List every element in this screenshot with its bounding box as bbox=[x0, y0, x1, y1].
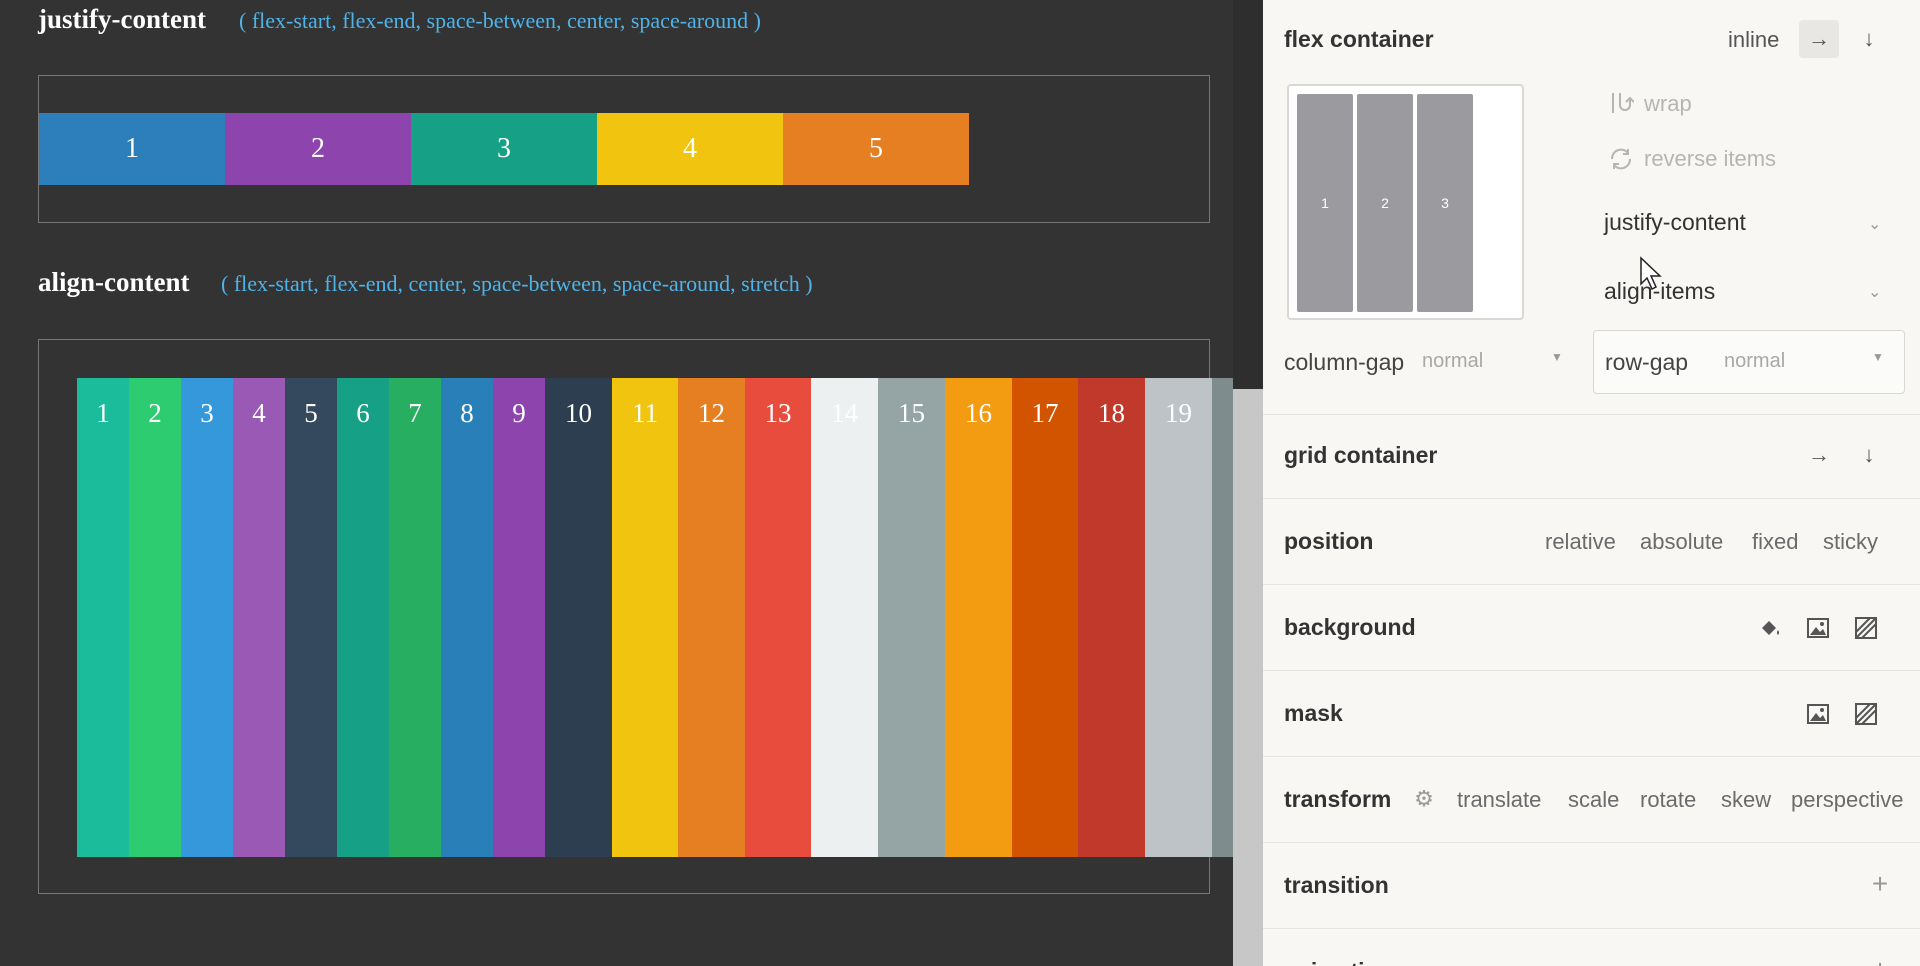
align-item: 8 bbox=[441, 378, 493, 857]
gradient-icon[interactable] bbox=[1850, 612, 1882, 644]
align-item: 11 bbox=[612, 378, 678, 857]
align-items-dropdown[interactable]: align-items bbox=[1604, 278, 1716, 304]
align-item: 2 bbox=[1212, 378, 1233, 857]
image-icon[interactable] bbox=[1802, 698, 1834, 730]
scrollbar-track bbox=[1233, 0, 1263, 389]
inline-toggle[interactable]: inline bbox=[1728, 27, 1780, 52]
background-title: background bbox=[1284, 614, 1416, 640]
background-section: background bbox=[1263, 584, 1920, 671]
transform-scale[interactable]: scale bbox=[1568, 787, 1620, 812]
gradient-icon[interactable] bbox=[1850, 698, 1882, 730]
mask-section: mask bbox=[1263, 670, 1920, 757]
align-item: 5 bbox=[285, 378, 337, 857]
direction-row-icon[interactable]: → bbox=[1799, 20, 1839, 58]
preview-item: 1 bbox=[1297, 94, 1353, 312]
direction-column-icon[interactable]: ↓ bbox=[1863, 26, 1875, 51]
align-content-title: align-content bbox=[38, 267, 190, 297]
justify-item: 4 bbox=[597, 113, 783, 185]
grid-container-title: grid container bbox=[1284, 442, 1438, 468]
reverse-items-option[interactable]: reverse items bbox=[1644, 146, 1777, 171]
position-section: position relative absolute fixed sticky bbox=[1263, 498, 1920, 585]
align-item: 19 bbox=[1145, 378, 1212, 857]
reverse-items-icon[interactable] bbox=[1606, 144, 1636, 174]
transform-translate[interactable]: translate bbox=[1457, 787, 1542, 812]
justify-content-options: ( flex-start, flex-end, space-between, c… bbox=[239, 8, 761, 33]
align-item: 15 bbox=[878, 378, 945, 857]
style-panel: flex container inline → ↓ 1 2 3 wrap rev… bbox=[1263, 0, 1920, 966]
gear-icon[interactable]: ⚙ bbox=[1414, 786, 1434, 811]
mask-title: mask bbox=[1284, 700, 1343, 726]
chevron-down-icon: ⌄ bbox=[1868, 284, 1882, 301]
align-item: 16 bbox=[945, 378, 1012, 857]
flex-container-section: flex container inline → ↓ 1 2 3 wrap rev… bbox=[1263, 0, 1920, 415]
grid-container-section: grid container → ↓ bbox=[1263, 414, 1920, 499]
caret-down-icon: ▼ bbox=[1872, 350, 1884, 364]
transition-section: transition + bbox=[1263, 842, 1920, 929]
align-item: 6 bbox=[337, 378, 389, 857]
justify-item: 5 bbox=[783, 113, 969, 185]
transform-perspective[interactable]: perspective bbox=[1791, 787, 1904, 812]
align-item: 14 bbox=[811, 378, 878, 857]
justify-item: 3 bbox=[411, 113, 597, 185]
grid-row-icon[interactable]: → bbox=[1808, 442, 1830, 467]
align-item: 18 bbox=[1078, 378, 1145, 857]
row-gap-label: row-gap bbox=[1605, 349, 1689, 375]
flex-preview: 1 2 3 bbox=[1287, 84, 1524, 320]
image-icon[interactable] bbox=[1802, 612, 1834, 644]
align-item: 17 bbox=[1012, 378, 1078, 857]
preview-item: 3 bbox=[1417, 94, 1473, 312]
justify-content-title: justify-content bbox=[38, 4, 206, 34]
add-icon[interactable]: + bbox=[1866, 954, 1894, 966]
transform-rotate[interactable]: rotate bbox=[1640, 787, 1697, 812]
align-content-options: ( flex-start, flex-end, center, space-be… bbox=[221, 271, 813, 296]
align-item: 1 bbox=[77, 378, 129, 857]
add-icon[interactable]: + bbox=[1871, 868, 1889, 899]
paint-bucket-icon[interactable] bbox=[1754, 612, 1786, 644]
animation-section: animation + bbox=[1263, 928, 1920, 966]
align-item: 9 bbox=[493, 378, 545, 857]
position-absolute[interactable]: absolute bbox=[1640, 529, 1724, 554]
preview-canvas: justify-content ( flex-start, flex-end, … bbox=[38, 4, 1233, 894]
animation-title: animation bbox=[1284, 958, 1393, 966]
column-gap-value[interactable]: normal bbox=[1422, 350, 1484, 372]
transform-title: transform bbox=[1284, 786, 1392, 812]
chevron-down-icon: ⌄ bbox=[1868, 216, 1882, 233]
transition-title: transition bbox=[1284, 872, 1389, 898]
align-item: 7 bbox=[389, 378, 441, 857]
align-item: 10 bbox=[545, 378, 612, 857]
wrap-option[interactable]: wrap bbox=[1644, 91, 1692, 116]
justify-content-frame bbox=[38, 75, 1210, 223]
flex-container-title: flex container bbox=[1284, 26, 1434, 52]
transform-section: transform ⚙ translate scale rotate skew … bbox=[1263, 756, 1920, 843]
cursor-icon bbox=[1637, 254, 1665, 294]
align-item: 4 bbox=[233, 378, 285, 857]
row-gap-value[interactable]: normal bbox=[1724, 350, 1786, 372]
transform-skew[interactable]: skew bbox=[1721, 787, 1772, 812]
grid-column-icon[interactable]: ↓ bbox=[1863, 442, 1875, 467]
justify-content-dropdown[interactable]: justify-content bbox=[1604, 209, 1746, 235]
align-item: 13 bbox=[745, 378, 811, 857]
column-gap-label: column-gap bbox=[1284, 349, 1405, 375]
wrap-icon[interactable] bbox=[1606, 88, 1636, 118]
position-sticky[interactable]: sticky bbox=[1823, 529, 1878, 554]
position-title: position bbox=[1284, 528, 1374, 554]
preview-item: 2 bbox=[1357, 94, 1413, 312]
scrollbar-thumb[interactable] bbox=[1233, 389, 1263, 966]
justify-item: 1 bbox=[39, 113, 225, 185]
row-gap-field[interactable] bbox=[1593, 330, 1905, 394]
position-fixed[interactable]: fixed bbox=[1752, 529, 1799, 554]
caret-down-icon: ▼ bbox=[1551, 350, 1563, 364]
align-item: 12 bbox=[678, 378, 745, 857]
align-item: 2 bbox=[129, 378, 181, 857]
position-relative[interactable]: relative bbox=[1545, 529, 1616, 554]
justify-item: 2 bbox=[225, 113, 411, 185]
align-item: 3 bbox=[181, 378, 233, 857]
